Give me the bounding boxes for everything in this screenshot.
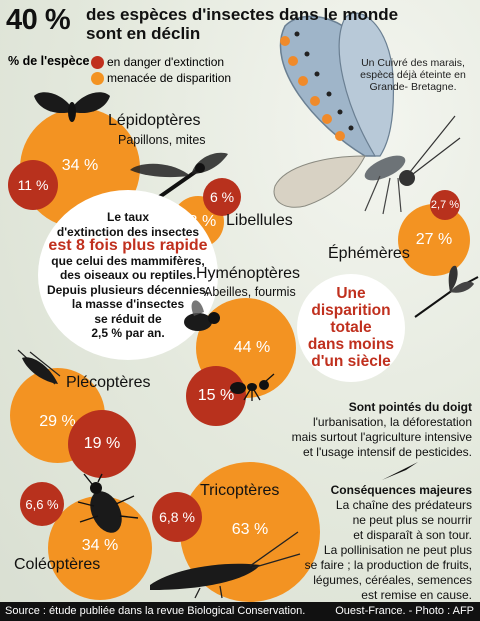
bubble-ephemeres-danger: 2,7 % — [430, 190, 460, 220]
pointes-line-3: et l'usage intensif de pesticides. — [302, 445, 472, 459]
pointes-line-1: l'urbanisation, la déforestation — [312, 415, 472, 429]
ant-icon — [230, 373, 275, 401]
value-label: 27 % — [415, 231, 453, 248]
legend-orange-swatch — [91, 72, 104, 85]
consequences-line-3: et disparaît à son tour. — [353, 528, 472, 542]
dragonfly-icon — [130, 152, 228, 207]
group-label-libellules: Libellules — [226, 212, 293, 229]
value-label: 6,6 % — [25, 496, 59, 512]
disparition-line-2: disparition — [311, 302, 391, 319]
value-label: 19 % — [83, 435, 121, 452]
bubble-lepidopteres-danger: 11 % — [8, 160, 58, 210]
center-line-1: Le taux — [106, 210, 149, 224]
value-label: 6 % — [209, 189, 235, 205]
group-label-lepidopteres: Lépidoptères — [108, 112, 201, 129]
bubble-plecopteres-danger: 19 % — [68, 410, 136, 478]
center-line-4: des oiseaux ou reptiles. — [59, 268, 197, 282]
group-label-coleopteres: Coléoptères — [14, 556, 101, 573]
bubble-hymenopteres-danger: 15 % — [186, 366, 246, 426]
beetle-icon — [77, 473, 139, 533]
group-detail-lepidopteres: Papillons, mites — [118, 133, 206, 147]
pointes-title: Sont pointés du doigt — [348, 400, 472, 414]
center-line-2: d'extinction des insectes — [56, 224, 200, 239]
value-label: 11 % — [17, 177, 49, 193]
group-label-hymenopteres: Hyménoptères — [196, 265, 301, 282]
moth-icon — [34, 92, 110, 122]
disparition-text: Une disparition totale dans moins d'un s… — [297, 285, 405, 370]
pointer-arrow-icon — [382, 462, 418, 480]
mayfly-icon — [414, 265, 479, 318]
value-label: 15 % — [197, 387, 235, 404]
title-text: des espèces d'insectes dans le monde son… — [86, 5, 399, 43]
consequences-line-2: ne peut plus se nourrir — [352, 513, 472, 527]
consequences-line-4: La pollinisation ne peut plus — [323, 543, 472, 557]
disparition-line-5: d'un siècle — [311, 353, 391, 370]
value-label: 44 % — [233, 339, 271, 356]
disparition-line-1: Une — [336, 285, 366, 302]
consequences-line-1: La chaîne des prédateurs — [335, 498, 472, 512]
legend-red-label: en danger d'extinction — [107, 55, 225, 69]
disparition-disc — [297, 274, 405, 382]
footer-source: Source : étude publiée dans la revue Bio… — [5, 605, 306, 617]
value-label: 63 % — [231, 521, 269, 538]
footer-credit: Ouest-France. - Photo : AFP — [335, 605, 474, 617]
consequences-line-7: est remise en cause. — [361, 588, 472, 602]
pointes-block: Sont pointés du doigt l'urbanisation, la… — [250, 400, 472, 460]
center-line-3: que celui des mammifères, — [51, 253, 205, 268]
center-disc — [38, 190, 218, 360]
center-line-8: 2,5 % par an. — [91, 326, 165, 340]
center-line-7: se réduit de — [94, 311, 162, 326]
title-line-2: sont en déclin — [86, 24, 201, 43]
bubble-ephemeres-menacee: 27 % — [398, 204, 470, 276]
page-title: 40 % des espèces d'insectes dans le mond… — [6, 4, 398, 43]
value-label: 2,7 % — [430, 199, 460, 211]
legend-orange-label: menacée de disparition — [107, 71, 232, 85]
butterfly-icon — [273, 12, 461, 215]
stonefly-icon — [17, 349, 61, 385]
center-line-5: Depuis plusieurs décennies, — [46, 282, 210, 297]
consequences-title: Conséquences majeures — [330, 483, 472, 497]
center-line-6: la masse d'insectes — [71, 297, 185, 311]
title-percent: 40 % — [6, 4, 71, 36]
legend-red-swatch — [91, 56, 104, 69]
group-label-ephemeres: Éphémères — [328, 245, 410, 262]
bubble-coleopteres-danger: 6,6 % — [20, 482, 64, 526]
disparition-line-4: dans moins — [307, 336, 395, 353]
consequences-line-6: légumes, céréales, semences — [313, 573, 472, 587]
value-label: 34 % — [61, 157, 99, 174]
value-label: 34 % — [81, 537, 119, 554]
caddisfly-icon — [150, 531, 301, 599]
center-highlight: est 8 fois plus rapide — [48, 237, 208, 254]
title-line-1: des espèces d'insectes dans le monde — [86, 5, 399, 24]
legend-title: % de l'espèce — [8, 54, 90, 68]
value-label: 29 % — [39, 412, 76, 430]
consequences-block: Conséquences majeures La chaîne des préd… — [270, 483, 472, 603]
bubble-libellules-danger: 6 % — [203, 178, 241, 216]
bee-icon — [184, 300, 220, 331]
pointes-line-2: mais surtout l'agriculture intensive — [291, 430, 472, 444]
butterfly-caption: Un Cuivré des marais, espèce déjà éteint… — [360, 57, 466, 93]
bubble-tricopteres-danger: 6,8 % — [152, 492, 202, 542]
group-label-plecopteres: Plécoptères — [66, 374, 151, 391]
consequences-line-5: se faire ; la production de fruits, — [304, 558, 472, 572]
group-label-tricopteres: Tricoptères — [200, 482, 280, 499]
value-label: 6,8 % — [159, 509, 195, 525]
group-detail-hymenopteres: Abeilles, fourmis — [204, 285, 296, 299]
footer-bar: Source : étude publiée dans la revue Bio… — [0, 602, 480, 621]
disparition-line-3: totale — [330, 319, 372, 336]
center-text: Le taux d'extinction des insectes est 8 … — [36, 210, 220, 341]
